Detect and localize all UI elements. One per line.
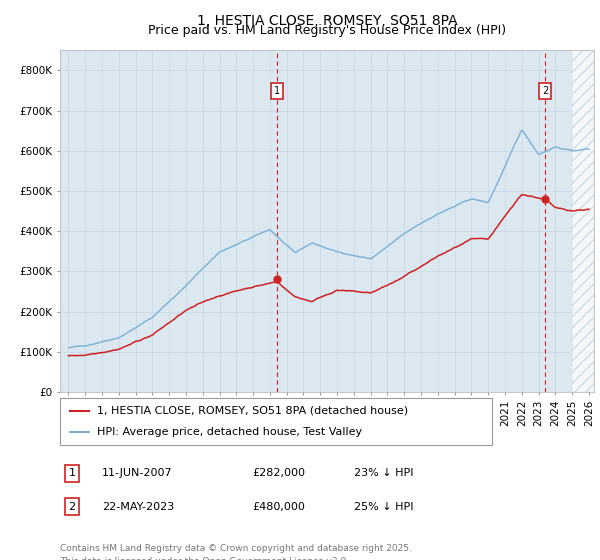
Text: 2: 2 <box>542 86 548 96</box>
Text: 23% ↓ HPI: 23% ↓ HPI <box>354 468 413 478</box>
Text: £282,000: £282,000 <box>252 468 305 478</box>
Text: 11-JUN-2007: 11-JUN-2007 <box>102 468 173 478</box>
Text: £480,000: £480,000 <box>252 502 305 512</box>
Bar <box>572 50 594 392</box>
Text: 2: 2 <box>68 502 76 512</box>
Text: 1: 1 <box>68 468 76 478</box>
Text: Price paid vs. HM Land Registry's House Price Index (HPI): Price paid vs. HM Land Registry's House … <box>148 24 506 36</box>
Text: HPI: Average price, detached house, Test Valley: HPI: Average price, detached house, Test… <box>97 427 362 437</box>
Text: 25% ↓ HPI: 25% ↓ HPI <box>354 502 413 512</box>
Text: Contains HM Land Registry data © Crown copyright and database right 2025.
This d: Contains HM Land Registry data © Crown c… <box>60 544 412 560</box>
Text: 1, HESTIA CLOSE, ROMSEY, SO51 8PA (detached house): 1, HESTIA CLOSE, ROMSEY, SO51 8PA (detac… <box>97 406 408 416</box>
Text: 1: 1 <box>274 86 280 96</box>
Text: 1, HESTIA CLOSE, ROMSEY, SO51 8PA: 1, HESTIA CLOSE, ROMSEY, SO51 8PA <box>197 14 457 28</box>
Text: 22-MAY-2023: 22-MAY-2023 <box>102 502 174 512</box>
